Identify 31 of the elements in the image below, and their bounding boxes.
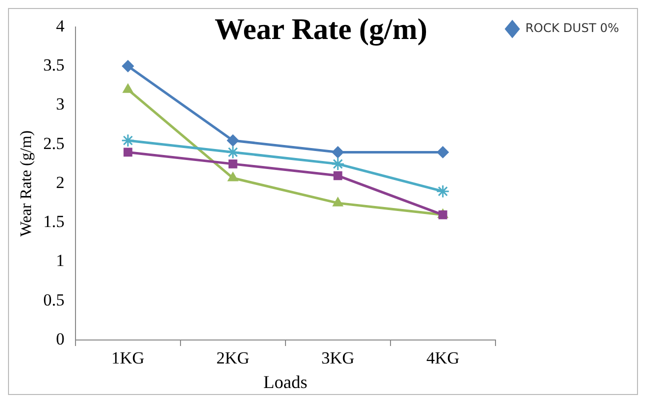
point — [332, 197, 344, 206]
point — [228, 172, 238, 182]
point — [124, 148, 132, 157]
legend-label: ROCK DUST 0% — [525, 21, 620, 36]
y-tick-label: 0 — [56, 329, 64, 348]
point — [331, 157, 345, 171]
y-tick-label: 4 — [56, 16, 65, 36]
y-tick-label: 0.5 — [43, 290, 64, 310]
point — [121, 134, 135, 148]
x-tick-label: 1KG — [111, 348, 144, 368]
point — [122, 60, 134, 72]
point — [332, 146, 344, 158]
y-tick-label: 3 — [56, 94, 64, 114]
point — [436, 184, 450, 198]
point — [436, 146, 449, 158]
x-axis-title: Loads — [263, 372, 308, 392]
y-tick-label: 2 — [56, 172, 64, 192]
point — [122, 84, 134, 93]
y-axis-title: Wear Rate (g/m) — [18, 130, 35, 237]
point — [226, 145, 240, 159]
point — [226, 134, 239, 146]
y-tick-label: 3.5 — [43, 56, 64, 75]
y-tick-label: 1 — [56, 251, 64, 270]
y-tick-label: 2.5 — [43, 134, 64, 153]
x-tick-label: 4KG — [426, 348, 460, 368]
point — [333, 171, 342, 180]
x-tick-label: 2KG — [216, 348, 250, 368]
x-tick-label: 3KG — [321, 348, 354, 368]
chart-title: Wear Rate (g/m) — [214, 12, 428, 46]
point — [228, 160, 238, 168]
y-tick-label: 1.5 — [43, 212, 64, 232]
